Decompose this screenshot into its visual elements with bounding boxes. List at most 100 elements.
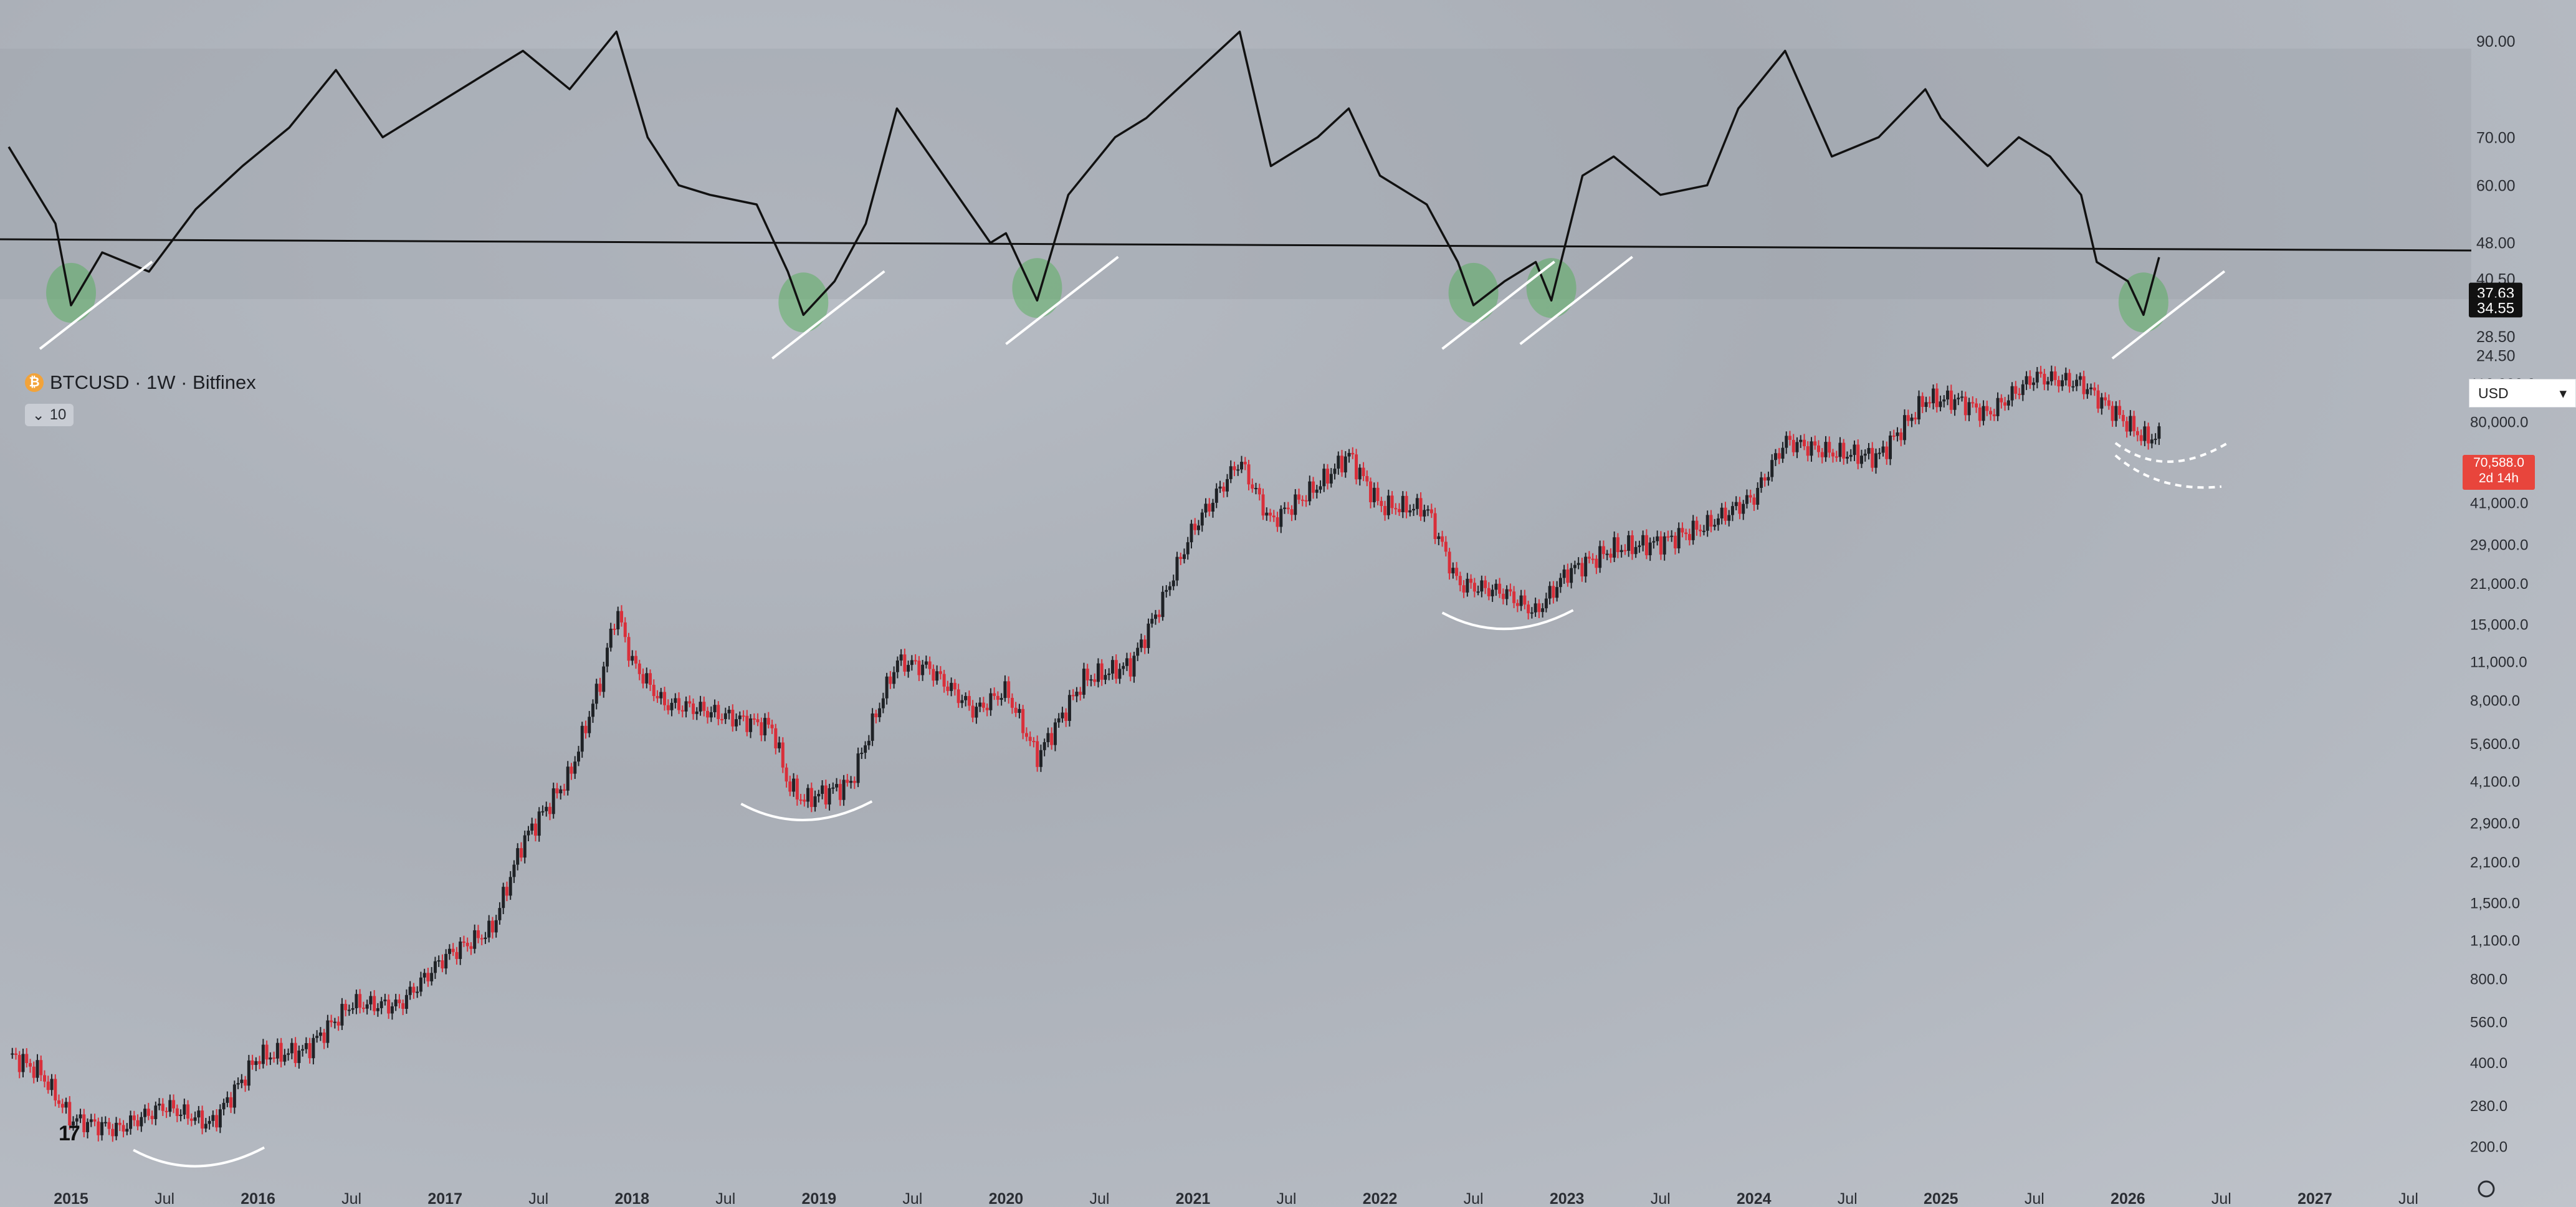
candle-body xyxy=(1963,396,1967,416)
candle-body xyxy=(222,1102,226,1110)
candle-body xyxy=(1652,541,1656,543)
candle-body xyxy=(1498,583,1502,594)
price-tick-label: 29,000.0 xyxy=(2470,537,2528,554)
candle-body xyxy=(1716,518,1720,525)
candle-body xyxy=(326,1020,330,1043)
price-tick-label: 280.0 xyxy=(2470,1098,2507,1115)
candle-body xyxy=(921,664,925,675)
candle-body xyxy=(895,660,899,672)
candle-body xyxy=(1333,469,1337,474)
candle-body xyxy=(1856,444,1860,464)
candle-body xyxy=(1917,396,1921,420)
candle-body xyxy=(1935,388,1939,408)
oscillator-low-highlight xyxy=(1012,258,1062,318)
currency-label: USD xyxy=(2478,384,2509,401)
trend-line-annotation xyxy=(1441,260,1555,350)
candle-body xyxy=(1061,712,1064,718)
candle-body xyxy=(68,1102,72,1125)
candle-body xyxy=(1484,580,1487,588)
candle-body xyxy=(1799,439,1803,442)
candle-body xyxy=(1838,442,1842,457)
candle-body xyxy=(336,1021,340,1026)
candle-body xyxy=(1577,563,1580,565)
candle-body xyxy=(620,611,624,623)
candle-body xyxy=(2082,376,2086,394)
time-tick-label: Jul xyxy=(902,1190,922,1207)
candle-body xyxy=(1426,509,1430,511)
candle-body xyxy=(1405,495,1408,513)
candle-body xyxy=(792,778,796,792)
time-tick-label: 2025 xyxy=(1924,1190,1958,1207)
candle-body xyxy=(720,718,724,720)
candle-body xyxy=(541,811,545,813)
candle-body xyxy=(688,701,692,704)
candle-body xyxy=(1343,456,1347,473)
candle-body xyxy=(727,709,731,713)
candle-body xyxy=(1376,487,1380,501)
axis-settings-icon[interactable] xyxy=(2478,1180,2495,1198)
tradingview-logo[interactable]: 17 xyxy=(59,1122,80,1145)
candle-body xyxy=(670,702,674,710)
candle-body xyxy=(1075,692,1079,697)
candle-body xyxy=(649,673,652,685)
candle-body xyxy=(1828,442,1831,453)
candle-body xyxy=(1530,612,1534,614)
candle-body xyxy=(290,1042,293,1054)
candle-body xyxy=(813,796,817,808)
candle-body xyxy=(1067,695,1071,721)
candle-body xyxy=(1501,593,1505,599)
candle-body xyxy=(512,864,516,877)
candle-body xyxy=(150,1115,154,1119)
candle-body xyxy=(1448,551,1451,574)
candle-body xyxy=(548,806,551,814)
candle-body xyxy=(175,1108,179,1116)
trend-line-annotation xyxy=(1005,255,1119,345)
candle-body xyxy=(154,1105,158,1119)
candle-body xyxy=(2000,398,2003,403)
candle-body xyxy=(856,753,860,783)
candle-body xyxy=(283,1054,287,1062)
candle-body xyxy=(1261,494,1265,516)
candle-body xyxy=(1254,488,1258,490)
candle-body xyxy=(32,1066,36,1078)
indicators-toggle-button[interactable]: ⌄ 10 xyxy=(25,404,74,426)
candle-body xyxy=(1795,442,1799,452)
candle-body xyxy=(1118,669,1122,679)
candle-body xyxy=(1458,576,1462,586)
candle-body xyxy=(183,1104,186,1115)
candle-body xyxy=(487,920,491,938)
candle-body xyxy=(1157,614,1161,618)
candle-body xyxy=(1702,530,1705,532)
candle-body xyxy=(1928,402,1932,404)
time-tick-label: Jul xyxy=(528,1190,548,1207)
candle-body xyxy=(279,1042,283,1062)
candle-body xyxy=(738,715,742,720)
candle-body xyxy=(778,742,781,748)
candle-body xyxy=(1584,556,1588,577)
candle-body xyxy=(803,799,806,802)
candle-body xyxy=(1863,454,1867,456)
candle-body xyxy=(1064,712,1068,721)
candle-body xyxy=(573,761,577,774)
candle-body xyxy=(1032,741,1036,743)
candle-body xyxy=(967,695,971,706)
candle-body xyxy=(2132,416,2136,431)
candle-body xyxy=(115,1122,118,1137)
candle-body xyxy=(2057,379,2061,386)
candle-body xyxy=(899,654,903,661)
currency-select[interactable]: USD ▾ xyxy=(2469,379,2576,408)
candle-body xyxy=(1705,515,1709,531)
candle-body xyxy=(505,887,508,896)
candle-body xyxy=(1558,578,1562,588)
candle-body xyxy=(1871,447,1874,468)
symbol-header[interactable]: ₿ BTCUSD · 1W · Bitfinex xyxy=(25,371,256,394)
candle-body xyxy=(781,742,785,768)
candle-body xyxy=(652,684,656,696)
candle-body xyxy=(82,1114,86,1132)
oscillator-axis: 90.0070.0060.0048.0040.5028.5024.5037.63… xyxy=(2469,33,2522,365)
candle-body xyxy=(404,995,408,1009)
oscillator-tick-label: 28.50 xyxy=(2476,328,2516,346)
candle-body xyxy=(2157,426,2161,439)
last-price-tag: 70,588.0 2d 14h xyxy=(2463,455,2535,490)
